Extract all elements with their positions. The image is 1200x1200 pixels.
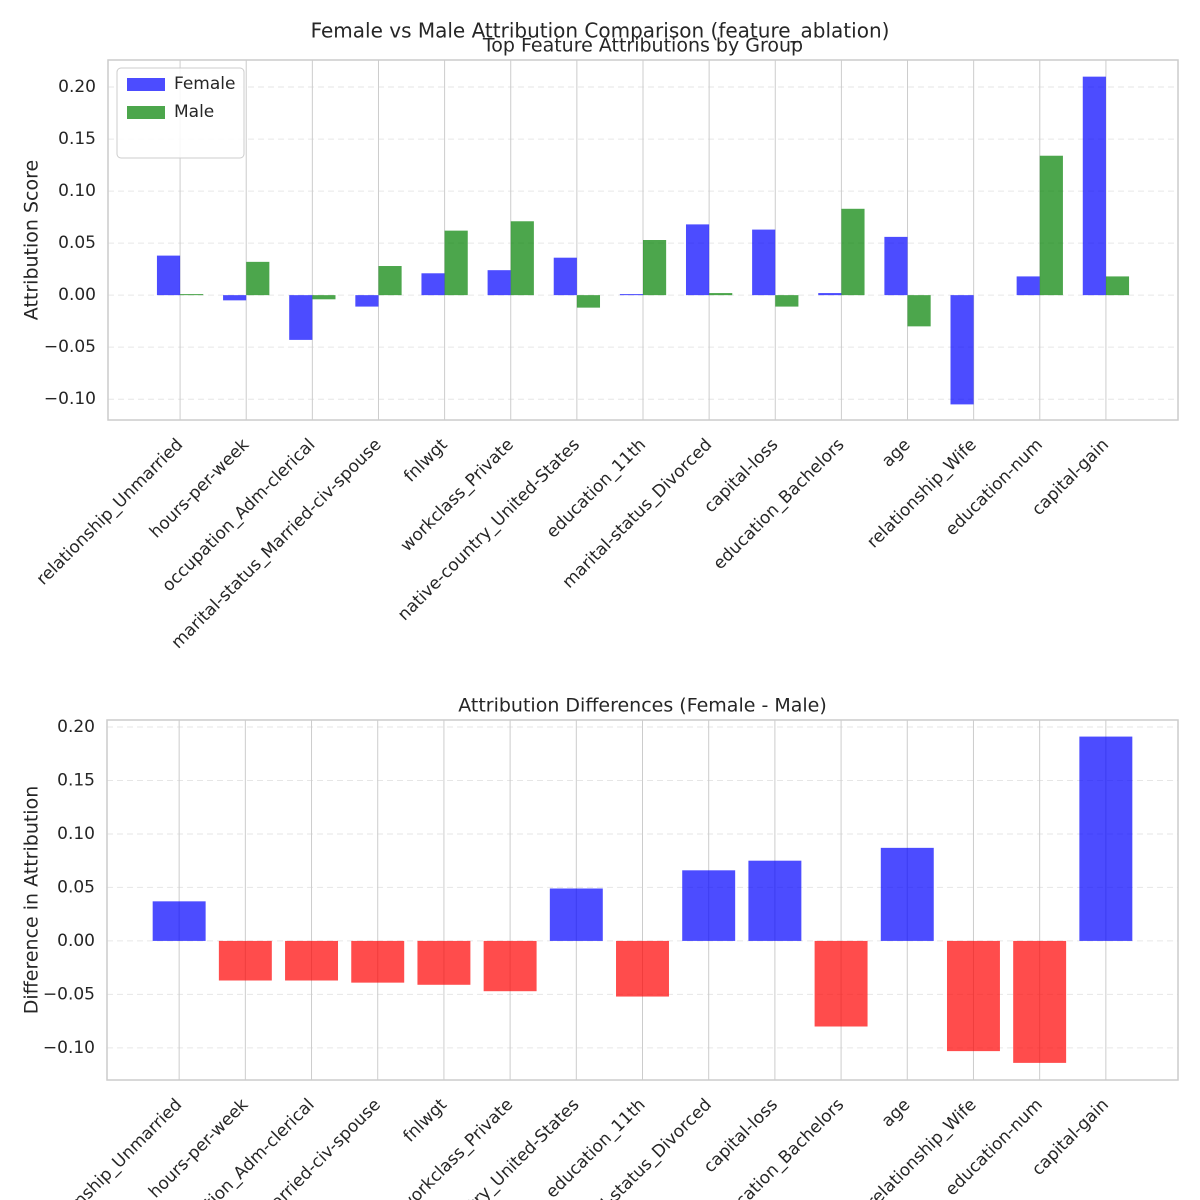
bar (841, 208, 865, 296)
bar (1039, 155, 1063, 296)
legend-swatch (127, 106, 165, 119)
bar (682, 870, 736, 941)
bar (643, 240, 667, 296)
bar (553, 257, 577, 296)
bar (1105, 276, 1130, 296)
bar (884, 236, 908, 296)
legend-swatch (127, 78, 165, 91)
y-tick-label: 0.00 (58, 285, 96, 305)
bar (950, 295, 974, 405)
y-axis-label: Difference in Attribution (21, 786, 43, 1015)
bar (880, 847, 934, 941)
y-tick-label: 0.05 (58, 233, 96, 253)
figure-title: Female vs Male Attribution Comparison (f… (311, 19, 890, 43)
bar (180, 294, 204, 296)
bar (444, 230, 468, 296)
y-tick-label: 0.15 (57, 770, 95, 790)
legend-label: Female (174, 74, 235, 94)
plot-frame (106, 719, 1179, 1081)
bar (218, 940, 272, 981)
bar (549, 888, 603, 941)
bar (246, 261, 270, 296)
y-tick-label: −0.10 (44, 389, 96, 409)
bar (152, 901, 206, 941)
bar (378, 266, 402, 296)
y-axis-label: Attribution Score (21, 160, 43, 320)
bar (417, 940, 471, 985)
bar (421, 273, 445, 296)
y-tick-label: 0.00 (57, 931, 95, 951)
bar (619, 294, 643, 296)
y-tick-label: 0.20 (58, 77, 96, 97)
chart-title: Attribution Differences (Female - Male) (458, 695, 827, 717)
bar (576, 295, 601, 308)
bar (709, 293, 733, 296)
y-tick-label: 0.10 (57, 824, 95, 844)
bar (483, 940, 537, 992)
plot-frame (107, 59, 1179, 421)
bar (1079, 736, 1133, 941)
bar (775, 295, 799, 307)
bar (285, 940, 339, 981)
y-tick-label: −0.05 (43, 984, 95, 1004)
bar (1082, 76, 1106, 296)
bar (156, 255, 181, 296)
bar (487, 270, 511, 296)
bar (1013, 940, 1067, 1063)
bar (355, 295, 379, 307)
bar (814, 940, 868, 1027)
bar (289, 295, 313, 340)
y-tick-label: 0.15 (58, 129, 96, 149)
bar (818, 293, 842, 296)
y-tick-label: −0.10 (43, 1038, 95, 1058)
bar (752, 229, 776, 296)
y-tick-label: 0.20 (57, 717, 95, 737)
bar (616, 940, 669, 997)
y-tick-label: 0.10 (58, 181, 96, 201)
bar (748, 860, 802, 941)
bar (1016, 276, 1040, 296)
bar (946, 940, 1000, 1052)
bar (223, 295, 247, 301)
bar (907, 295, 931, 327)
bar (510, 221, 534, 296)
bar (685, 224, 710, 296)
bar (312, 295, 336, 300)
chart-title: Top Feature Attributions by Group (482, 35, 803, 57)
y-tick-label: −0.05 (44, 337, 96, 357)
y-tick-label: 0.05 (57, 877, 95, 897)
legend-label: Male (174, 102, 214, 122)
bar (351, 940, 405, 983)
